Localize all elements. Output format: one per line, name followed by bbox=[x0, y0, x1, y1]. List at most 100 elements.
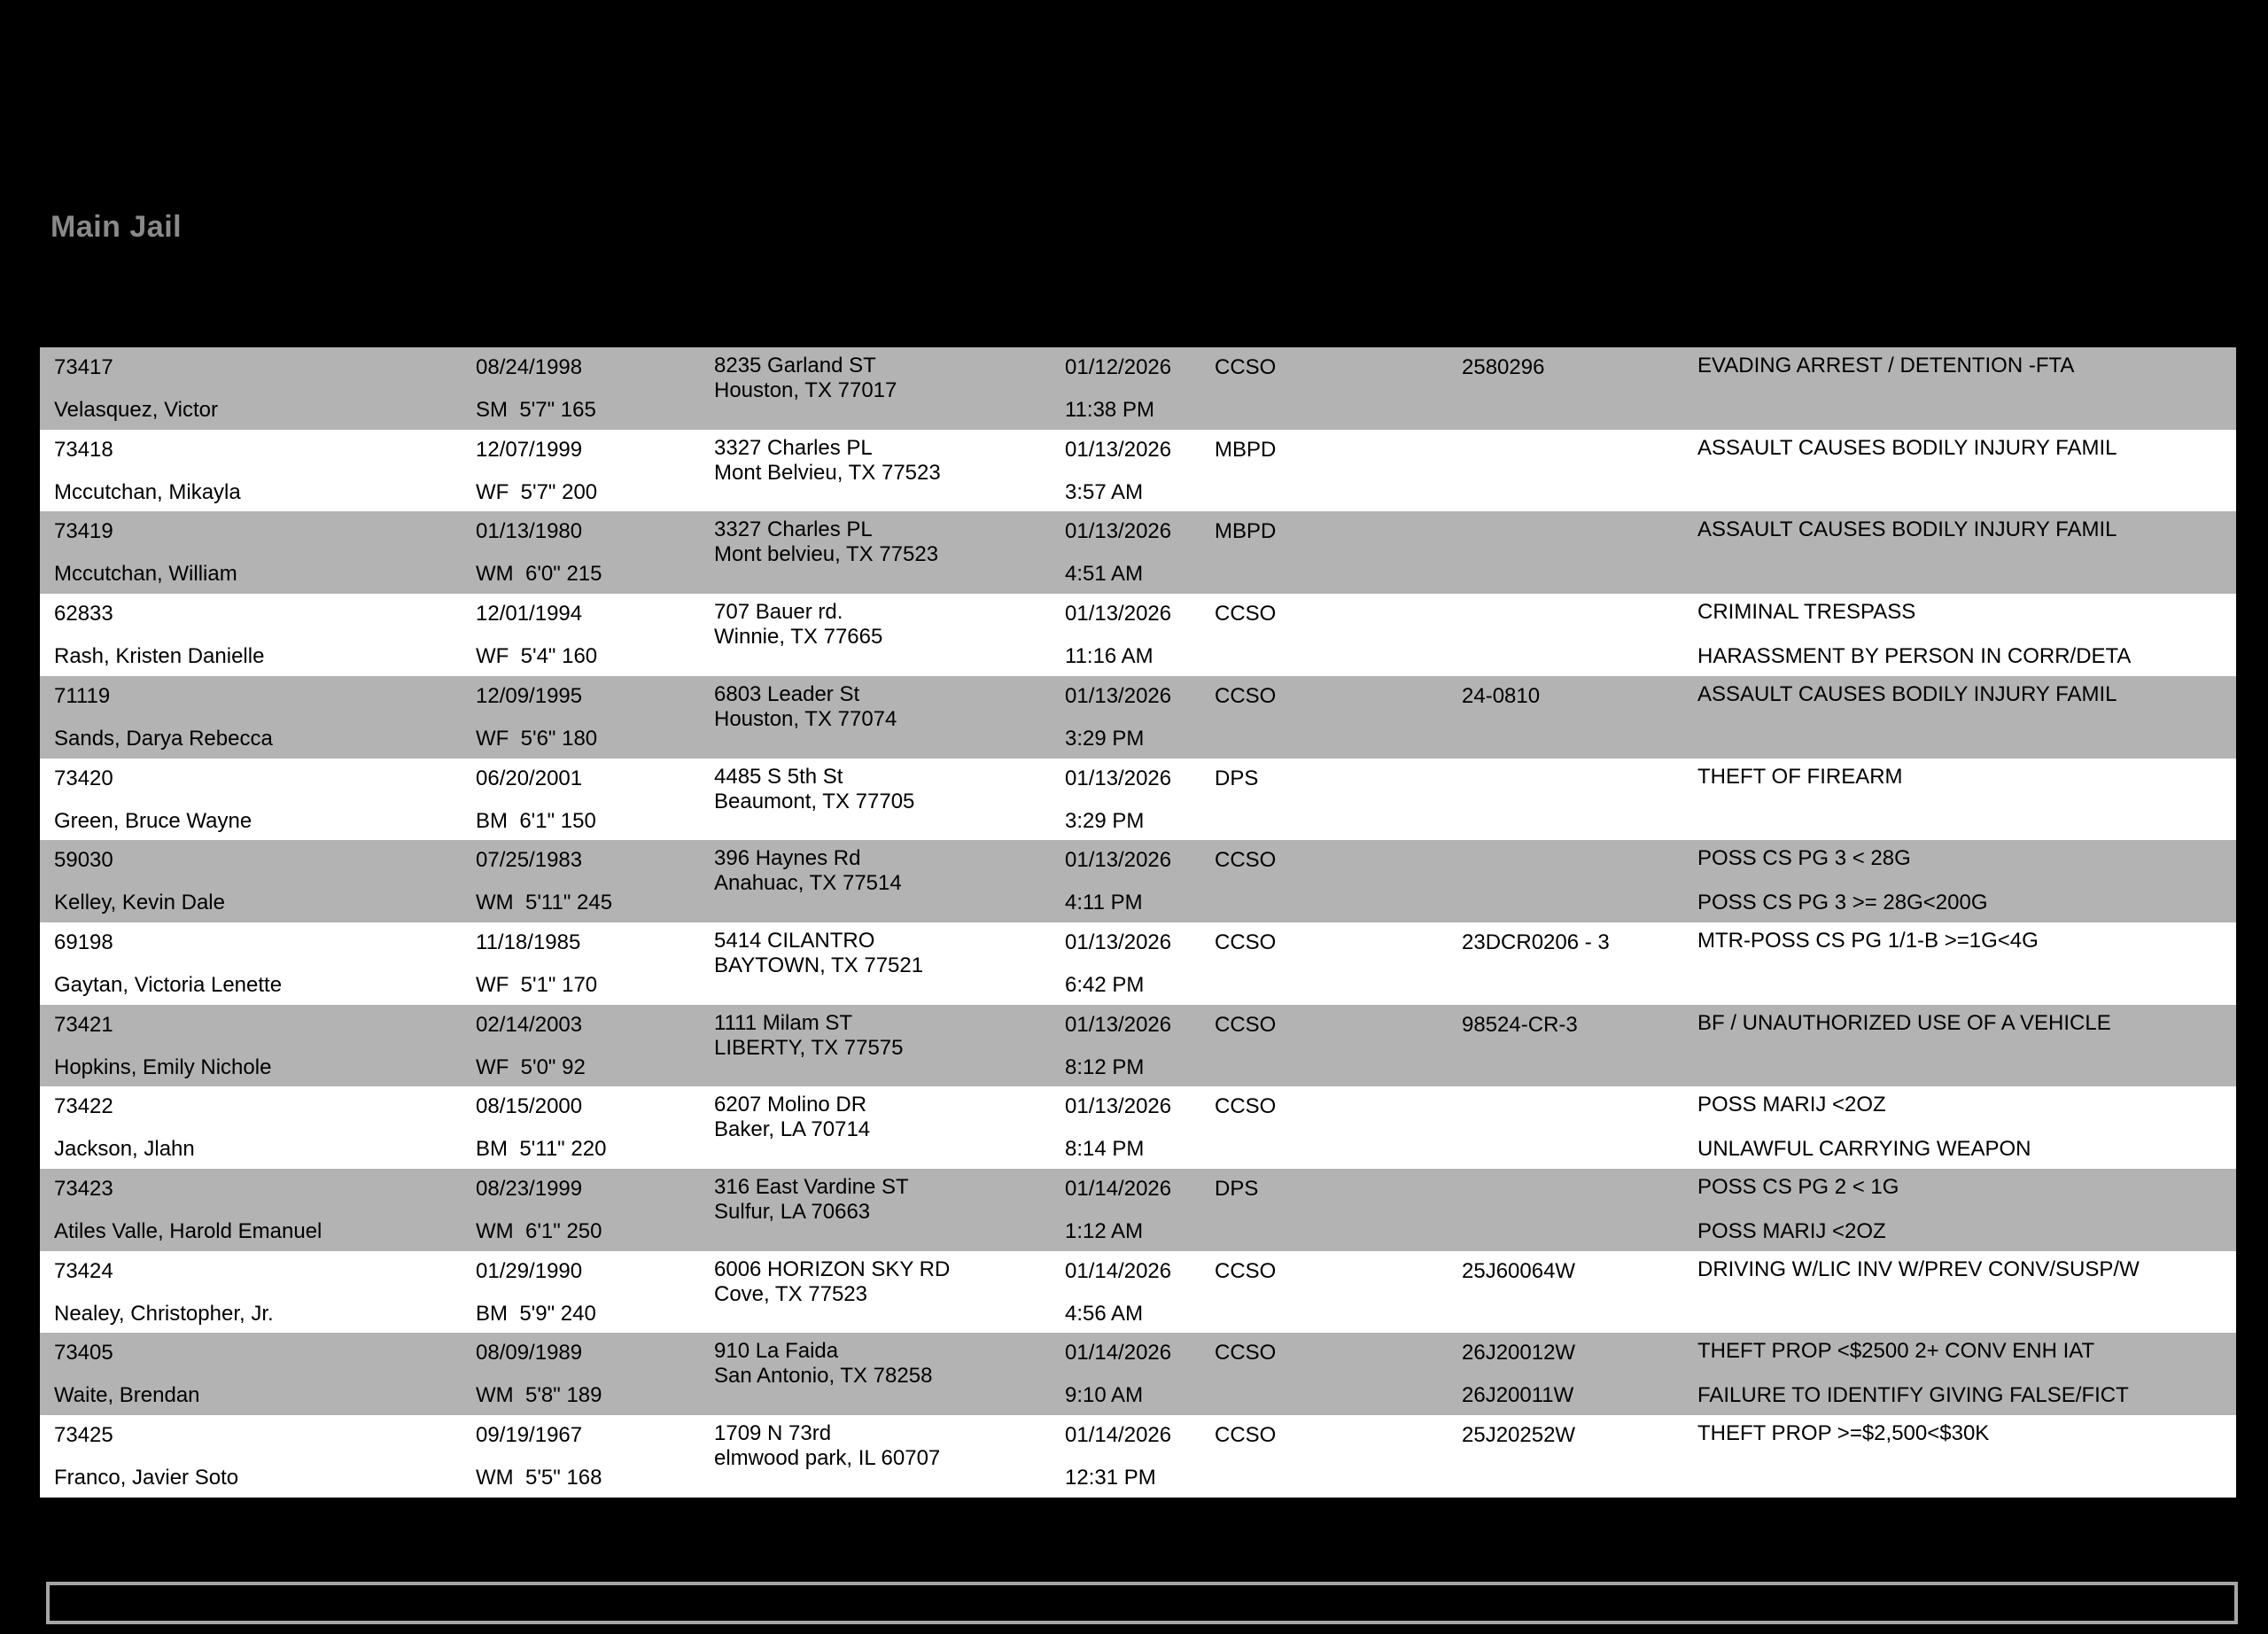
arresting-agency: DPS bbox=[1215, 1177, 1259, 1202]
booking-roster-table: 73417 Velasquez, Victor 08/24/1998 SM 5'… bbox=[40, 347, 2236, 1498]
address-line1: 6803 Leader St bbox=[714, 681, 860, 706]
address-line2: Houston, TX 77017 bbox=[714, 378, 897, 402]
arresting-agency: CCSO bbox=[1215, 683, 1277, 708]
inmate-name: Gaytan, Victoria Lenette bbox=[54, 972, 283, 997]
case-number-2: 26J20011W bbox=[1462, 1383, 1574, 1408]
table-row: 73420 Green, Bruce Wayne 06/20/2001 BM 6… bbox=[40, 758, 2236, 841]
arresting-agency: MBPD bbox=[1215, 519, 1277, 544]
table-row: 73424 Nealey, Christopher, Jr. 01/29/199… bbox=[40, 1250, 2236, 1334]
inmate-name: Waite, Brendan bbox=[54, 1383, 200, 1408]
physical-description: WM 6'0" 215 bbox=[476, 562, 602, 587]
address-line1: 396 Haynes Rd bbox=[714, 846, 861, 871]
charge-1: EVADING ARREST / DETENTION -FTA bbox=[1697, 354, 2075, 377]
physical-description: WF 5'7" 200 bbox=[476, 479, 598, 504]
charge-2: HARASSMENT BY PERSON IN CORR/DETA bbox=[1697, 644, 2132, 669]
address-line1: 707 Bauer rd. bbox=[714, 600, 843, 625]
booking-number: 73423 bbox=[54, 1177, 113, 1202]
charge-1: MTR-POSS CS PG 1/1-B >=1G<4G bbox=[1697, 928, 2039, 953]
charge-1: POSS CS PG 2 < 1G bbox=[1697, 1175, 1899, 1200]
address-line1: 4485 S 5th St bbox=[714, 764, 843, 789]
physical-description: WM 5'11" 245 bbox=[476, 891, 613, 915]
inmate-name: Mccutchan, Mikayla bbox=[54, 479, 241, 504]
booking-time: 3:29 PM bbox=[1065, 808, 1145, 833]
date-of-birth: 07/25/1983 bbox=[476, 848, 583, 873]
table-row: 62833 Rash, Kristen Danielle 12/01/1994 … bbox=[40, 594, 2236, 676]
inmate-name: Green, Bruce Wayne bbox=[54, 808, 252, 833]
inmate-name: Hopkins, Emily Nichole bbox=[54, 1054, 272, 1079]
address-line2: Mont belvieu, TX 77523 bbox=[714, 542, 939, 567]
date-of-birth: 09/19/1967 bbox=[476, 1423, 583, 1448]
charge-2: FAILURE TO IDENTIFY GIVING FALSE/FICT bbox=[1697, 1383, 2129, 1408]
booking-time: 9:10 AM bbox=[1065, 1383, 1144, 1408]
address-line2: BAYTOWN, TX 77521 bbox=[714, 953, 924, 977]
arresting-agency: CCSO bbox=[1215, 602, 1277, 626]
booking-time: 4:11 PM bbox=[1065, 891, 1143, 915]
booking-time: 4:51 AM bbox=[1065, 562, 1144, 587]
date-of-birth: 08/15/2000 bbox=[476, 1094, 583, 1119]
inmate-name: Velasquez, Victor bbox=[54, 398, 219, 422]
booking-date: 01/12/2026 bbox=[1065, 355, 1172, 379]
table-row: 73417 Velasquez, Victor 08/24/1998 SM 5'… bbox=[40, 347, 2236, 430]
table-row: 73421 Hopkins, Emily Nichole 02/14/2003 … bbox=[40, 1004, 2236, 1087]
booking-date: 01/14/2026 bbox=[1065, 1177, 1172, 1202]
physical-description: WM 6'1" 250 bbox=[476, 1219, 602, 1244]
inmate-name: Kelley, Kevin Dale bbox=[54, 891, 225, 915]
table-row: 73418 Mccutchan, Mikayla 12/07/1999 WF 5… bbox=[40, 429, 2236, 512]
case-number-1: 98524-CR-3 bbox=[1462, 1012, 1578, 1037]
address-line1: 910 La Faida bbox=[714, 1339, 839, 1364]
booking-date: 01/14/2026 bbox=[1065, 1258, 1172, 1283]
booking-time: 12:31 PM bbox=[1065, 1466, 1156, 1490]
arresting-agency: CCSO bbox=[1215, 1012, 1277, 1037]
booking-number: 69198 bbox=[54, 930, 113, 954]
charge-1: DRIVING W/LIC INV W/PREV CONV/SUSP/W bbox=[1697, 1257, 2140, 1281]
address-line1: 1111 Milam ST bbox=[714, 1010, 853, 1035]
booking-number: 73425 bbox=[54, 1423, 113, 1448]
booking-date: 01/13/2026 bbox=[1065, 848, 1172, 873]
physical-description: WF 5'4" 160 bbox=[476, 644, 598, 669]
charge-1: THEFT OF FIREARM bbox=[1697, 764, 1903, 789]
inmate-name: Nealey, Christopher, Jr. bbox=[54, 1301, 274, 1326]
charge-1: POSS MARIJ <2OZ bbox=[1697, 1093, 1886, 1117]
booking-time: 11:16 AM bbox=[1065, 644, 1153, 669]
physical-description: WF 5'6" 180 bbox=[476, 726, 598, 751]
booking-time: 6:42 PM bbox=[1065, 972, 1145, 997]
inmate-name: Jackson, Jlahn bbox=[54, 1137, 195, 1162]
charge-1: BF / UNAUTHORIZED USE OF A VEHICLE bbox=[1697, 1010, 2111, 1035]
date-of-birth: 12/01/1994 bbox=[476, 602, 583, 626]
arresting-agency: CCSO bbox=[1215, 1094, 1277, 1119]
inmate-name: Sands, Darya Rebecca bbox=[54, 726, 273, 751]
booking-date: 01/13/2026 bbox=[1065, 519, 1172, 544]
physical-description: WF 5'0" 92 bbox=[476, 1054, 586, 1079]
date-of-birth: 08/09/1989 bbox=[476, 1341, 583, 1366]
arresting-agency: CCSO bbox=[1215, 1341, 1277, 1366]
charge-2: UNLAWFUL CARRYING WEAPON bbox=[1697, 1137, 2031, 1162]
physical-description: SM 5'7" 165 bbox=[476, 398, 596, 422]
case-number-1: 25J20252W bbox=[1462, 1423, 1576, 1448]
booking-time: 8:14 PM bbox=[1065, 1137, 1145, 1162]
address-line2: LIBERTY, TX 77575 bbox=[714, 1035, 904, 1060]
booking-date: 01/14/2026 bbox=[1065, 1423, 1172, 1448]
page-title: Main Jail bbox=[50, 210, 183, 244]
arresting-agency: CCSO bbox=[1215, 1423, 1277, 1448]
case-number-1: 24-0810 bbox=[1462, 683, 1541, 708]
table-row: 73405 Waite, Brendan 08/09/1989 WM 5'8" … bbox=[40, 1333, 2236, 1416]
booking-number: 73405 bbox=[54, 1341, 113, 1366]
arresting-agency: DPS bbox=[1215, 766, 1259, 790]
charge-1: ASSAULT CAUSES BODILY INJURY FAMIL bbox=[1697, 435, 2117, 460]
table-row: 73422 Jackson, Jlahn 08/15/2000 BM 5'11"… bbox=[40, 1086, 2236, 1170]
physical-description: WM 5'5" 168 bbox=[476, 1466, 602, 1490]
charge-1: THEFT PROP >=$2,500<$30K bbox=[1697, 1421, 1990, 1446]
address-line1: 3327 Charles PL bbox=[714, 517, 873, 542]
booking-date: 01/13/2026 bbox=[1065, 930, 1172, 954]
table-row: 73425 Franco, Javier Soto 09/19/1967 WM … bbox=[40, 1415, 2236, 1498]
booking-number: 73424 bbox=[54, 1258, 113, 1283]
charge-1: POSS CS PG 3 < 28G bbox=[1697, 846, 1911, 871]
booking-time: 8:12 PM bbox=[1065, 1054, 1145, 1079]
booking-number: 73419 bbox=[54, 519, 113, 544]
table-row: 71119 Sands, Darya Rebecca 12/09/1995 WF… bbox=[40, 675, 2236, 759]
case-number-1: 2580296 bbox=[1462, 355, 1545, 379]
address-line2: Anahuac, TX 77514 bbox=[714, 871, 902, 896]
date-of-birth: 08/23/1999 bbox=[476, 1177, 583, 1202]
inmate-name: Mccutchan, William bbox=[54, 562, 237, 587]
